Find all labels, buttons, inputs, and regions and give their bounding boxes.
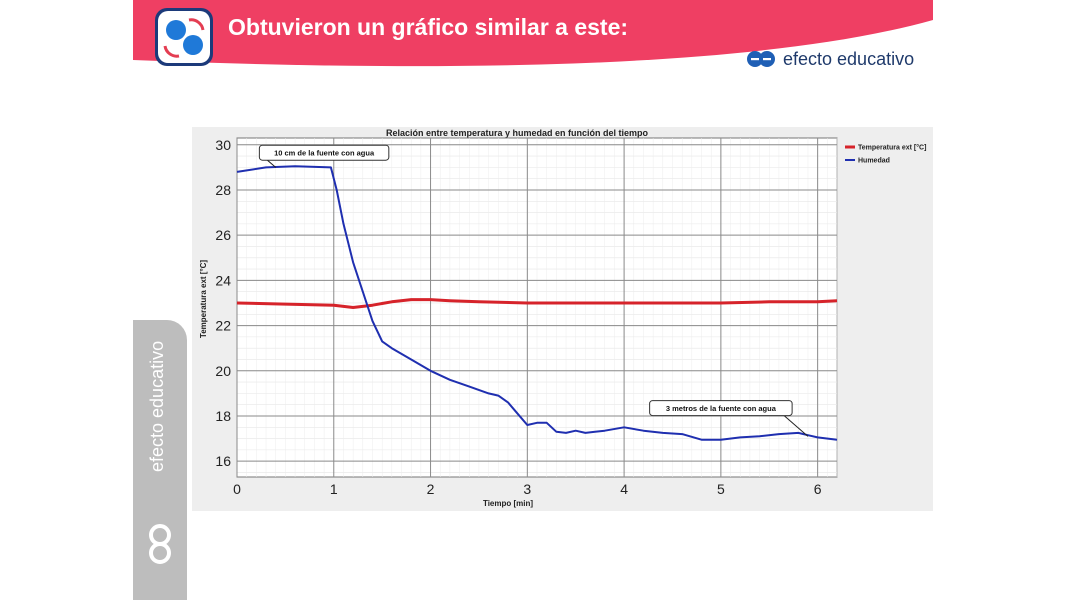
x-tick-label: 0 <box>233 481 241 497</box>
annotations: 10 cm de la fuente con agua 3 metros de l… <box>258 144 809 437</box>
annotation-text: 10 cm de la fuente con agua <box>274 149 375 158</box>
y-tick-label: 24 <box>215 272 231 288</box>
title-banner <box>133 0 933 67</box>
side-brand-tab: efecto educativo <box>133 320 187 600</box>
chart: Relación entre temperatura y humedad en … <box>192 127 933 511</box>
annotation-callout: 10 cm de la fuente con agua <box>258 144 390 168</box>
annotation-pointer <box>783 415 809 437</box>
brand-name: efecto educativo <box>783 48 915 69</box>
annotation-text: 3 metros de la fuente con agua <box>666 404 777 413</box>
brand-logo: efecto educativo <box>745 46 914 72</box>
legend-label-temperatura: Temperatura ext [°C] <box>858 144 926 152</box>
ticks: 16 18 20 22 24 26 28 30 0 1 2 3 4 5 6 <box>215 137 821 497</box>
side-brand-name: efecto educativo <box>147 340 167 472</box>
exchange-icon <box>155 8 213 66</box>
x-tick-label: 4 <box>620 481 628 497</box>
chart-title: Relación entre temperatura y humedad en … <box>386 128 649 138</box>
legend: Temperatura ext [°C] Humedad <box>845 144 926 165</box>
x-axis-label: Tiempo [min] <box>483 499 533 508</box>
y-tick-label: 30 <box>215 137 231 153</box>
y-tick-label: 16 <box>215 453 231 469</box>
y-tick-label: 22 <box>215 318 231 334</box>
legend-label-humedad: Humedad <box>858 158 890 165</box>
annotation-callout: 3 metros de la fuente con agua <box>649 400 809 437</box>
annotation-box <box>649 400 793 417</box>
x-tick-label: 1 <box>330 481 338 497</box>
y-tick-label: 20 <box>215 363 231 379</box>
y-axis-label: Temperatura ext [°C] <box>199 260 208 339</box>
annotation-pointer <box>267 159 277 168</box>
y-tick-label: 28 <box>215 182 231 198</box>
slide: Obtuvieron un gráfico similar a este: ef… <box>133 0 933 600</box>
x-tick-label: 3 <box>523 481 531 497</box>
series-line-humedad <box>236 165 838 441</box>
annotation-box <box>258 144 390 161</box>
side-ea-icon <box>149 524 171 564</box>
x-tick-label: 2 <box>427 481 435 497</box>
x-tick-label: 6 <box>814 481 822 497</box>
slide-title: Obtuvieron un gráfico similar a este: <box>228 14 629 40</box>
series-layer <box>236 165 838 441</box>
y-tick-label: 26 <box>215 227 231 243</box>
y-tick-label: 18 <box>215 408 231 424</box>
series-line-temperatura <box>236 298 838 309</box>
grid <box>236 138 838 477</box>
brand-ea-icon <box>747 51 775 67</box>
x-tick-label: 5 <box>717 481 725 497</box>
